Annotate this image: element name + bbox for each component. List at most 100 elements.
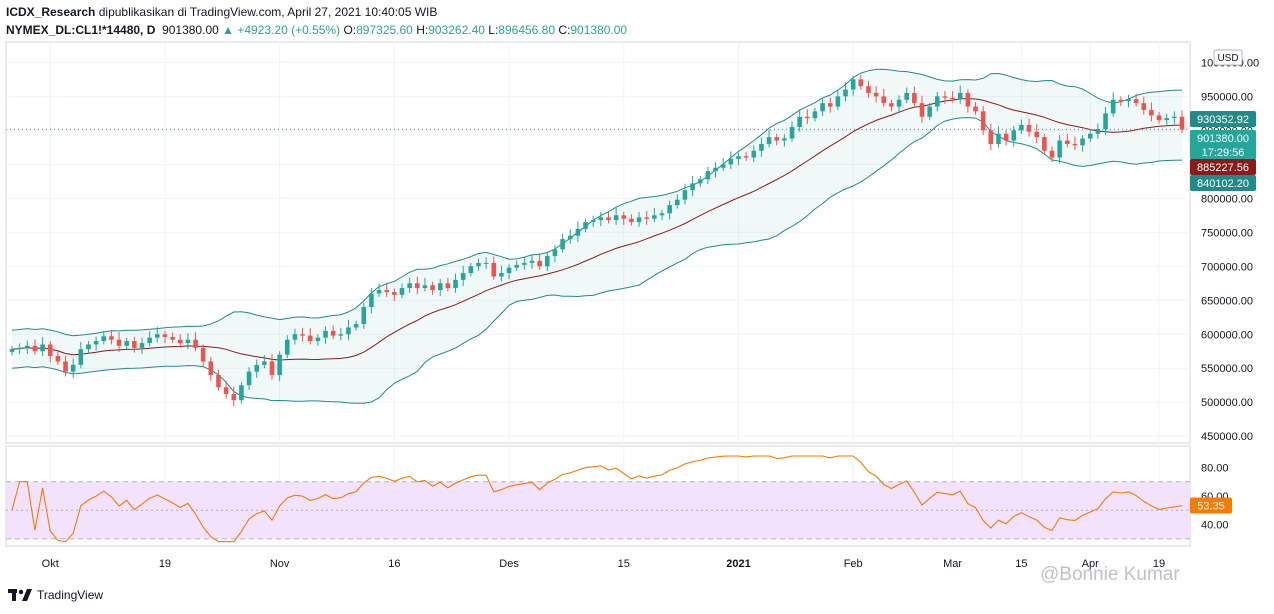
candle-body <box>392 292 397 295</box>
candle-body <box>980 111 986 131</box>
candle-body <box>177 339 183 344</box>
candle-body <box>491 262 497 277</box>
candle-body <box>682 190 688 200</box>
candle-body <box>1103 113 1108 129</box>
candle-body <box>369 293 374 308</box>
candle-body <box>858 79 864 87</box>
candle-body <box>919 103 925 117</box>
price-axis-badge-text: 930352.92 <box>1197 114 1249 126</box>
candle-body <box>170 336 175 340</box>
candle-body <box>736 156 741 159</box>
candle-body <box>499 273 504 277</box>
candle-body <box>567 235 573 240</box>
price-tick-label: 700000.00 <box>1201 261 1253 273</box>
candle-body <box>514 264 519 268</box>
candle-body <box>545 256 550 267</box>
time-tick-label: 19 <box>1153 558 1165 570</box>
price-axis-badge-text: 840102.20 <box>1197 178 1249 190</box>
candle-body <box>223 387 229 395</box>
bollinger-fill <box>12 69 1182 404</box>
candle-body <box>193 339 198 348</box>
candle-body <box>25 345 30 348</box>
candle-body <box>820 103 825 112</box>
candle-body <box>812 111 818 119</box>
price-tick-label: 750000.00 <box>1201 227 1253 239</box>
brand-name[interactable]: TradingView <box>37 588 104 602</box>
candle-body <box>307 335 313 342</box>
candle-body <box>583 222 588 229</box>
candle-body <box>124 341 129 346</box>
candle-body <box>835 96 841 107</box>
candle-body <box>751 150 757 158</box>
candle-body <box>705 171 711 180</box>
candle-body <box>1034 131 1039 138</box>
candle-body <box>63 361 68 372</box>
candle-body <box>560 239 565 250</box>
price-axis-badge-text: 17:29:56 <box>1202 147 1245 159</box>
candle-body <box>881 96 887 104</box>
candle-body <box>476 262 481 267</box>
bollinger-lower-line <box>11 117 1183 404</box>
price-axis-badge-text: 885227.56 <box>1197 162 1249 174</box>
candle-body <box>896 99 902 107</box>
time-tick-label: 15 <box>1015 558 1027 570</box>
candle-body <box>483 262 489 264</box>
candle-body <box>652 215 657 219</box>
candle-body <box>720 164 726 168</box>
price-tick-label: 550000.00 <box>1201 363 1253 375</box>
candle-body <box>1141 103 1147 110</box>
candle-body <box>1149 109 1154 116</box>
author-name[interactable]: ICDX_Research <box>6 5 96 19</box>
open-label: O: <box>343 23 357 37</box>
candle-body <box>361 307 367 325</box>
candle-body <box>1172 116 1177 119</box>
candle-body <box>996 133 1001 144</box>
candle-body <box>789 126 795 139</box>
candle-body <box>1011 130 1017 141</box>
last-price: 901380.00 <box>162 23 219 37</box>
candle-body <box>407 283 412 289</box>
candle-body <box>690 183 695 191</box>
candle-body <box>1003 133 1009 141</box>
high-label: H: <box>416 23 429 37</box>
candle-body <box>1156 115 1162 121</box>
candle-body <box>415 283 420 289</box>
candle-body <box>1110 99 1116 114</box>
high-value: 903262.40 <box>428 23 485 37</box>
price-axis-badge <box>1190 130 1256 146</box>
candle-body <box>636 217 642 223</box>
currency-box <box>1213 49 1243 66</box>
candle-body <box>239 385 244 401</box>
candle-body <box>774 137 779 141</box>
candle-body <box>912 92 917 104</box>
price-tick-label: 650000.00 <box>1201 295 1253 307</box>
candle-body <box>697 179 703 184</box>
candle-body <box>927 106 932 117</box>
price-tick-label: 950000.00 <box>1201 91 1253 103</box>
candle-body <box>1133 99 1139 104</box>
candle-body <box>988 130 994 144</box>
price-tick-label: 800000.00 <box>1201 193 1253 205</box>
tradingview-footer: TradingView <box>8 588 103 602</box>
candle-body <box>766 137 772 144</box>
candle-body <box>950 97 955 100</box>
candle-body <box>621 215 627 219</box>
time-tick-label: Okt <box>42 558 59 570</box>
low-value: 896456.80 <box>498 23 556 37</box>
candle-body <box>1019 124 1024 131</box>
candle-body <box>147 337 152 344</box>
candle-body <box>973 106 978 112</box>
watermark-text: @Bonnie Kumar <box>1040 564 1180 585</box>
rsi-value-badge <box>1190 497 1232 514</box>
price-axis-badge <box>1190 144 1256 160</box>
candle-body <box>575 228 581 236</box>
time-tick-label: 19 <box>159 558 171 570</box>
candle-body <box>185 339 191 344</box>
candle-body <box>453 279 458 289</box>
open-value: 897325.60 <box>356 23 413 37</box>
time-tick-label: Nov <box>270 558 290 570</box>
candle-body <box>957 92 963 100</box>
candle-body <box>208 361 214 376</box>
candle-body <box>873 92 879 97</box>
